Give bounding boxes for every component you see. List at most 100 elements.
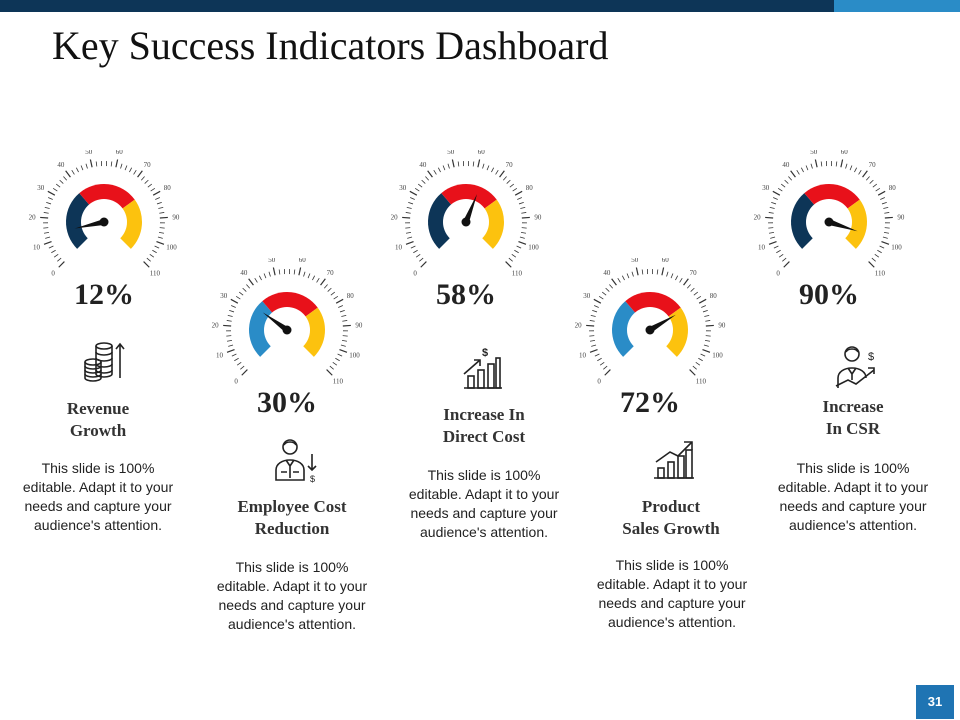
gauge-tick [506, 179, 511, 184]
gauge-tick [514, 249, 519, 254]
gauge-tick-label: 10 [579, 352, 587, 360]
gauge-tick [414, 187, 420, 192]
gauge-tick-label: 40 [240, 269, 248, 277]
gauge-tick [884, 212, 890, 214]
gauge-tick [517, 197, 523, 200]
gauge-needle-hub [99, 217, 109, 227]
gauge-tick [326, 369, 333, 376]
svg-text:$: $ [482, 347, 488, 359]
gauge-tick-label: 0 [597, 377, 601, 385]
gauge-tick [854, 167, 858, 173]
gauge-tick [874, 253, 880, 258]
gauge-tick-label: 110 [150, 269, 161, 277]
gauge-tick [63, 176, 68, 181]
gauge-tick-label: 30 [37, 184, 45, 192]
gauge-tick-label: 70 [690, 269, 698, 277]
gauge-tick [586, 324, 595, 327]
gauge-tick [512, 187, 518, 192]
gauge-tick [421, 179, 426, 184]
gauge-tick [770, 236, 776, 239]
gauge-tick [511, 253, 517, 258]
gauge-needle-hub [461, 217, 471, 227]
gauge-tick-label: 10 [216, 352, 224, 360]
gauge-tick [55, 183, 61, 188]
gauge-tick [516, 245, 522, 249]
gauge-tick-label: 50 [268, 258, 276, 264]
gauge-tick [146, 257, 151, 262]
gauge-tick-label: 20 [29, 213, 37, 221]
gauge-tick [692, 365, 697, 370]
gauge-tick-label: 100 [528, 244, 539, 252]
gauge-tick [47, 197, 53, 200]
gauge-tick [332, 361, 338, 366]
indicator-description: This slide is 100% editable. Adapt it to… [596, 557, 748, 630]
gauge-tick [124, 165, 128, 171]
gauge-tick [223, 324, 232, 327]
gauge-tick-label: 70 [869, 161, 877, 169]
slide-number-badge: 31 [916, 685, 954, 719]
gauge-tick [593, 298, 602, 304]
gauge-tick [410, 245, 416, 249]
gauge-tick-label: 20 [575, 321, 583, 329]
gauge-tick [700, 353, 706, 357]
gauge-tick [342, 324, 351, 327]
gauge-tick [339, 349, 348, 353]
gauge-tick [869, 179, 874, 184]
gauge-tick [845, 163, 848, 169]
gauge-tick [339, 309, 345, 313]
gauge-tick [46, 201, 52, 205]
gauge-tick [52, 187, 58, 192]
gauge-tick [316, 278, 320, 283]
gauge-tick [768, 231, 775, 234]
gauge-tick [621, 275, 625, 281]
gauge-tick-label: 10 [395, 244, 403, 252]
gauge-tick [417, 183, 423, 188]
gauge-tick [406, 206, 412, 209]
gauge-tick [407, 236, 413, 239]
gauge-tick-label: 0 [234, 377, 238, 385]
gauge-tick [303, 271, 306, 277]
coins-stack-icon [84, 342, 125, 382]
gauge-tick [159, 212, 165, 214]
gauge-tick-label: 100 [166, 244, 177, 252]
gauge-tick-label: 100 [349, 352, 360, 360]
gauge-tick [656, 269, 659, 275]
gauge-tick [442, 165, 446, 171]
gauge-tick [230, 298, 239, 304]
speedometer-gauge: 0 10 20 30 40 50 60 70 80 90 100 110 [29, 150, 180, 277]
gauge-tick [158, 231, 165, 234]
gauge-tick [776, 249, 781, 254]
gauge-tick [110, 161, 113, 167]
gauge-tick [666, 271, 669, 277]
gauge-tick [437, 167, 441, 173]
indicator-value: 58% [436, 278, 496, 311]
gauge-tick [298, 267, 302, 276]
gauge-tick [689, 369, 696, 376]
gauge-tick [242, 287, 247, 292]
gauge-tick [702, 349, 711, 353]
gauge-tick [95, 161, 98, 167]
gauge-tick [477, 159, 481, 168]
gauge-tick-label: 90 [355, 321, 363, 329]
gauge-tick [405, 212, 411, 214]
gauge-tick [589, 349, 598, 353]
gauge-tick [226, 320, 232, 322]
indicator-value: 72% [620, 386, 680, 419]
gauge-tick [433, 170, 437, 175]
gauge-tick [335, 357, 340, 362]
gauge-tick-label: 80 [526, 184, 534, 192]
gauge-tick [57, 257, 62, 262]
gauge-tick-label: 90 [172, 213, 180, 221]
gauge-tick [263, 273, 267, 279]
gauge-tick-label: 10 [758, 244, 766, 252]
gauge-tick [45, 236, 51, 239]
gauge-tick [156, 241, 165, 245]
gauge-tick [413, 249, 418, 254]
gauge-tick-label: 60 [662, 258, 670, 264]
gauge-tick [704, 339, 711, 342]
gauge-tick-label: 40 [782, 161, 790, 169]
indicator-value: 90% [799, 278, 859, 311]
gauge-tick [593, 305, 599, 308]
indicator-heading: Product Sales Growth [622, 497, 720, 538]
gauge-tick [796, 170, 800, 175]
